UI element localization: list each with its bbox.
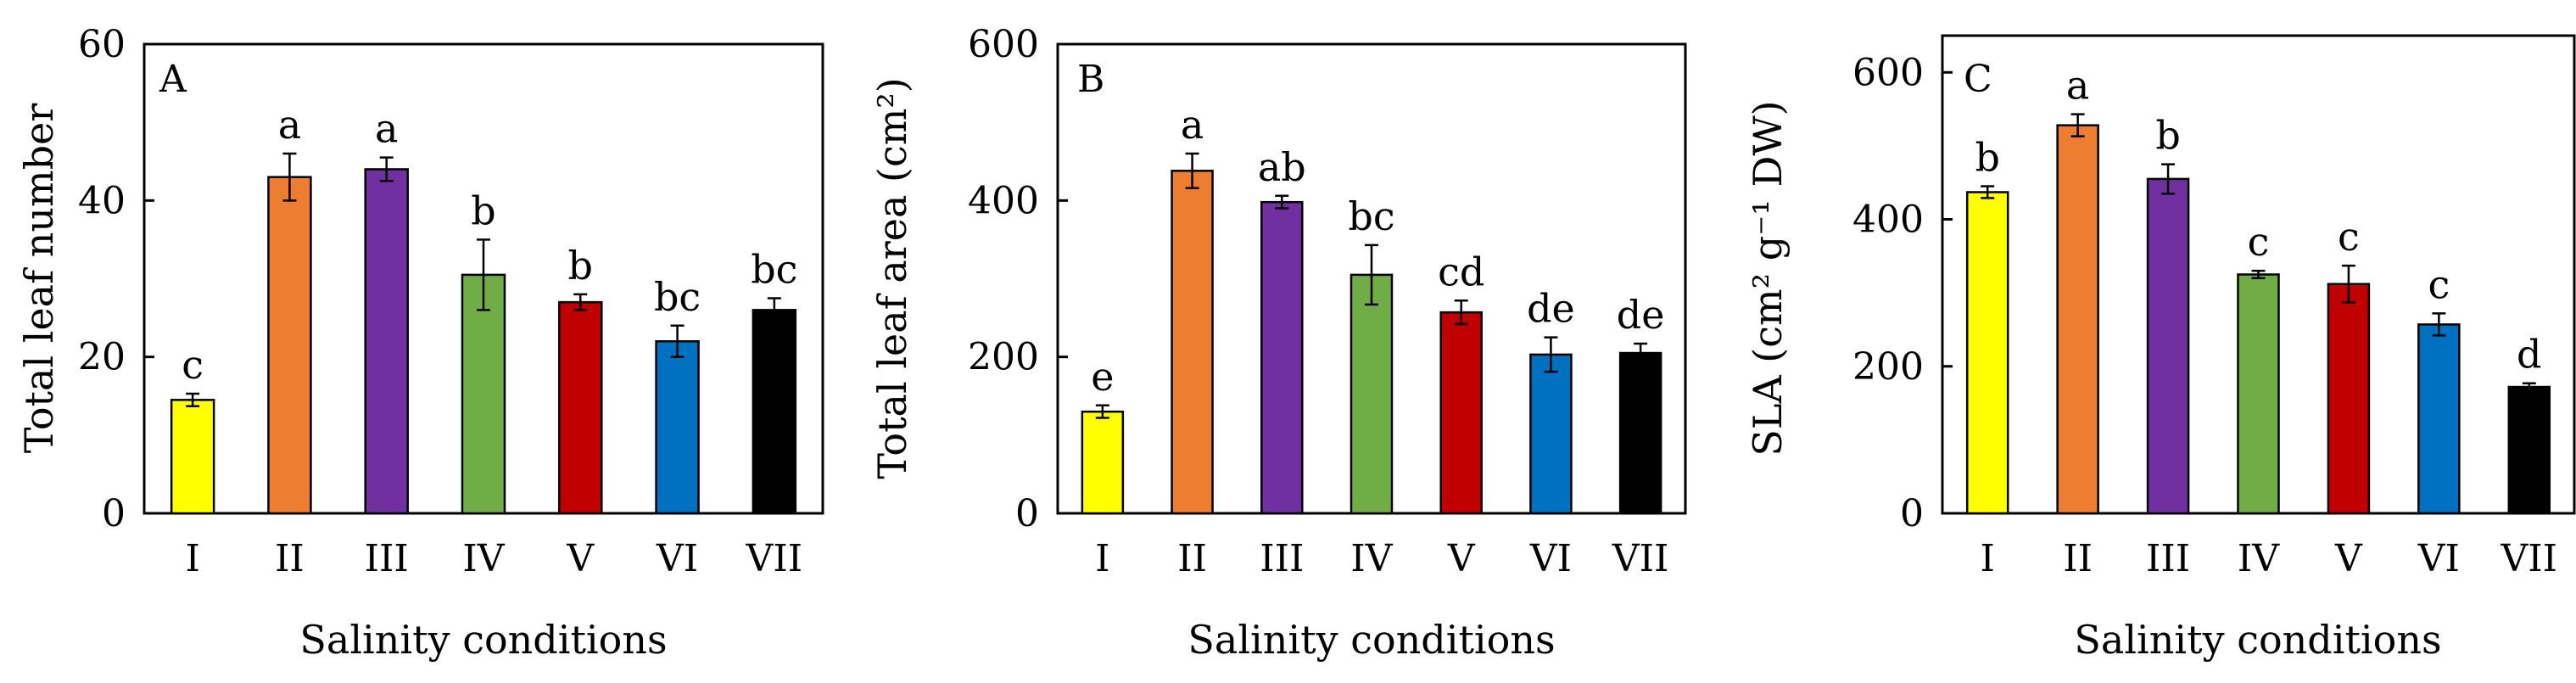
x-tick-label-c-VII: VII <box>2501 537 2558 580</box>
sig-letter-a-VII: bc <box>751 247 797 293</box>
x-tick-label-a-III: III <box>365 537 409 580</box>
y-tick-label-c-2: 400 <box>1852 199 1924 242</box>
panel-a: A Total leaf number Salinity conditions … <box>16 23 824 663</box>
panel-label-a: A <box>159 58 187 101</box>
y-axis-title-a: Total leaf number <box>16 104 62 454</box>
sig-letter-b-V: cd <box>1438 249 1484 294</box>
bar-a-VII <box>752 309 797 515</box>
bar-a-I <box>170 399 215 515</box>
sig-letter-c-VII: d <box>2517 332 2541 378</box>
x-tick-label-a-VII: VII <box>746 537 803 580</box>
bar-a-II <box>267 176 312 515</box>
x-tick-label-a-II: II <box>275 537 305 580</box>
sig-letter-a-I: c <box>182 342 204 388</box>
bar-b-VI <box>1529 353 1573 515</box>
panel-label-c: C <box>1964 58 1992 101</box>
x-axis-title-a: Salinity conditions <box>299 617 667 663</box>
y-tick-label-b-2: 400 <box>968 179 1039 222</box>
x-tick-label-c-III: III <box>2146 537 2190 580</box>
y-tick-label-c-1: 200 <box>1852 345 1924 389</box>
bar-c-III <box>2146 177 2190 515</box>
x-tick-label-b-VII: VII <box>1612 537 1669 580</box>
panel-c: C SLA (cm² g⁻¹ DW) Salinity conditions 0… <box>1745 34 2576 663</box>
x-tick-label-b-I: I <box>1095 537 1109 580</box>
x-tick-label-c-I: I <box>1981 537 1995 580</box>
sig-letter-a-IV: b <box>471 188 495 233</box>
sig-letter-b-I: e <box>1091 354 1114 400</box>
bar-b-VII <box>1618 351 1662 515</box>
x-tick-label-c-V: V <box>2334 537 2363 580</box>
x-tick-label-c-VI: VI <box>2417 537 2460 580</box>
bar-b-V <box>1439 311 1483 515</box>
sig-letter-a-III: a <box>375 106 398 152</box>
sig-letter-a-V: b <box>568 243 593 288</box>
sig-letter-c-V: c <box>2338 214 2360 260</box>
sig-letter-b-IV: bc <box>1348 193 1394 239</box>
x-axis-title-b: Salinity conditions <box>1187 617 1555 663</box>
x-tick-label-b-III: III <box>1260 537 1304 580</box>
bar-a-III <box>364 168 409 515</box>
sig-letter-c-II: a <box>2066 63 2089 109</box>
sig-letter-c-IV: c <box>2248 219 2270 265</box>
y-tick-label-b-0: 0 <box>1015 492 1039 535</box>
y-tick-label-a-0: 0 <box>102 492 126 535</box>
panel-label-b: B <box>1077 58 1104 101</box>
x-tick-label-b-V: V <box>1447 537 1476 580</box>
sig-letter-b-VII: de <box>1617 292 1665 338</box>
y-axis-title-c: SLA (cm² g⁻¹ DW) <box>1745 100 1791 456</box>
sig-letter-c-VI: c <box>2428 261 2450 307</box>
bar-b-II <box>1171 170 1214 515</box>
bar-c-II <box>2056 124 2099 515</box>
x-axis-title-c: Salinity conditions <box>2074 617 2441 663</box>
y-tick-label-b-1: 200 <box>968 336 1039 379</box>
x-tick-label-b-II: II <box>1177 537 1207 580</box>
bar-b-III <box>1260 200 1304 515</box>
bar-c-V <box>2327 283 2371 515</box>
y-tick-label-a-3: 60 <box>78 23 126 66</box>
x-tick-label-a-VI: VI <box>656 537 698 580</box>
bar-c-VI <box>2417 323 2461 515</box>
bar-c-IV <box>2237 273 2280 515</box>
bar-b-I <box>1081 410 1125 515</box>
y-axis-title-b: Total leaf area (cm²) <box>869 77 915 479</box>
sig-letter-a-II: a <box>278 102 301 148</box>
x-tick-label-b-VI: VI <box>1529 537 1572 580</box>
panel-b: B Total leaf area (cm²) Salinity conditi… <box>869 23 1687 663</box>
sig-letter-b-II: a <box>1181 102 1204 148</box>
sig-letter-c-I: b <box>1975 135 1999 181</box>
y-tick-label-a-1: 20 <box>78 336 126 379</box>
y-tick-label-c-3: 600 <box>1852 51 1924 94</box>
bar-a-V <box>558 300 603 515</box>
sig-letter-c-III: b <box>2155 113 2180 159</box>
bar-a-VI <box>655 339 700 515</box>
sig-letter-a-VI: bc <box>654 274 701 320</box>
x-tick-label-b-IV: IV <box>1350 537 1393 580</box>
x-tick-label-c-II: II <box>2063 537 2093 580</box>
y-tick-label-c-0: 0 <box>1900 492 1924 535</box>
x-tick-label-a-I: I <box>185 537 199 580</box>
x-tick-label-a-V: V <box>566 537 595 580</box>
bar-c-VII <box>2507 385 2551 515</box>
y-tick-label-a-2: 40 <box>78 179 126 222</box>
x-tick-label-a-IV: IV <box>462 537 505 580</box>
sig-letter-b-III: ab <box>1258 144 1306 190</box>
y-tick-label-b-3: 600 <box>968 23 1039 66</box>
sig-letter-b-VI: de <box>1527 286 1575 332</box>
bar-c-I <box>1965 191 2009 515</box>
x-tick-label-c-IV: IV <box>2238 537 2280 580</box>
bar-b-IV <box>1349 273 1394 515</box>
